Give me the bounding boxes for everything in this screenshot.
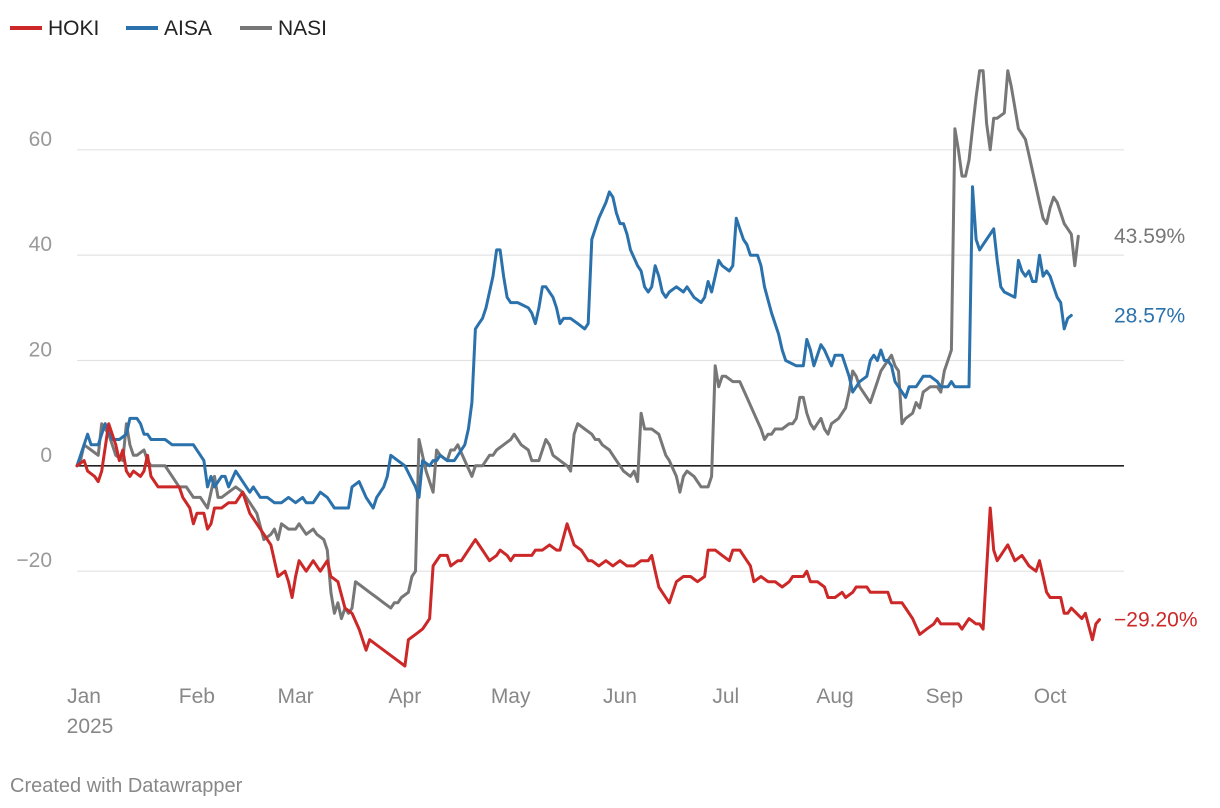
x-tick-label: Jul <box>712 685 739 708</box>
legend: HOKI AISA NASI <box>10 17 327 40</box>
legend-item-aisa[interactable]: AISA <box>126 17 212 40</box>
x-axis-tick-labels: Jan Feb Mar Apr May Jun Jul Aug Sep Oct <box>67 685 1066 708</box>
grid-lines <box>77 149 1124 572</box>
x-tick-label: Feb <box>179 685 215 708</box>
x-tick-label: Sep <box>926 685 963 708</box>
x-tick-label: Oct <box>1034 685 1067 708</box>
y-axis-tick-labels: −20 0 20 40 60 <box>16 128 52 572</box>
x-tick-label: Mar <box>278 685 314 708</box>
y-tick-label: 40 <box>29 233 52 256</box>
x-tick-label: May <box>491 685 531 708</box>
credit-text: Created with Datawrapper <box>10 775 243 797</box>
end-label-aisa: 28.57% <box>1114 304 1185 327</box>
end-label-nasi: 43.59% <box>1114 225 1185 248</box>
legend-item-nasi[interactable]: NASI <box>240 17 327 40</box>
x-tick-label: Apr <box>389 685 422 708</box>
x-tick-label: Aug <box>816 685 853 708</box>
series-lines <box>75 69 1101 668</box>
legend-item-hoki[interactable]: HOKI <box>10 17 99 40</box>
x-tick-label: Jun <box>603 685 637 708</box>
series-line-hoki[interactable] <box>75 422 1101 668</box>
legend-label-nasi: NASI <box>278 17 327 40</box>
end-label-hoki: −29.20% <box>1114 609 1198 632</box>
x-axis-year-label: 2025 <box>67 715 114 738</box>
y-tick-label: 20 <box>29 339 52 362</box>
end-value-labels: −29.20% 28.57% 43.59% <box>1114 225 1198 631</box>
y-tick-label: 0 <box>40 444 52 467</box>
y-tick-label: 60 <box>29 128 52 151</box>
series-line-aisa[interactable] <box>75 185 1073 510</box>
y-tick-label: −20 <box>16 549 52 572</box>
legend-label-aisa: AISA <box>164 17 212 40</box>
x-tick-label: Jan <box>67 685 101 708</box>
legend-label-hoki: HOKI <box>48 17 99 40</box>
series-line-nasi[interactable] <box>75 69 1080 621</box>
